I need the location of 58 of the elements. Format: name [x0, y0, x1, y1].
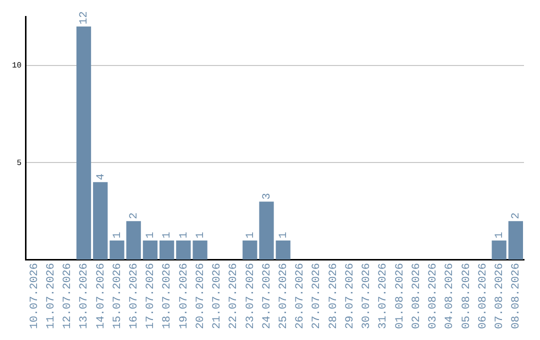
bar: [259, 202, 274, 260]
x-tick-label: 28.07.2026: [328, 262, 340, 330]
data-label: 1: [244, 232, 257, 239]
bar: [160, 240, 174, 260]
x-tick-label: 07.08.2026: [494, 262, 506, 330]
x-tick-label: 22.07.2026: [228, 262, 240, 330]
x-tick-label: 08.08.2026: [510, 262, 523, 330]
data-label: 2: [128, 212, 140, 220]
x-tick-label: 05.08.2026: [460, 262, 473, 330]
bar: [76, 26, 92, 260]
x-tick-label: 10.07.2026: [28, 262, 41, 330]
x-tick-label: 01.08.2026: [394, 262, 406, 330]
x-tick-label: 13.07.2026: [78, 262, 91, 330]
x-tick-label: 03.08.2026: [428, 262, 440, 330]
data-label: 3: [261, 193, 274, 200]
data-label: 12: [78, 11, 91, 25]
x-tick-label: 06.08.2026: [477, 262, 490, 330]
data-label: 1: [112, 232, 124, 239]
bar: [508, 221, 524, 260]
data-label: 1: [494, 232, 506, 239]
bar: [110, 240, 124, 260]
x-tick-label: 15.07.2026: [112, 262, 124, 330]
bar: [142, 240, 158, 260]
data-label: 1: [145, 232, 158, 239]
data-label: 1: [178, 232, 190, 239]
bar: [492, 240, 506, 260]
bar: [242, 240, 258, 260]
x-tick-label: 16.07.2026: [128, 262, 140, 330]
x-tick-label: 17.07.2026: [145, 262, 158, 330]
bar: [192, 240, 208, 260]
x-tick-label: 12.07.2026: [62, 262, 74, 330]
x-tick-label: 20.07.2026: [194, 262, 207, 330]
bar: [176, 240, 191, 260]
data-label: 1: [194, 232, 207, 239]
bar: [126, 221, 141, 260]
x-tick-label: 25.07.2026: [278, 262, 290, 330]
data-label: 2: [510, 212, 523, 220]
x-tick-label: 27.07.2026: [311, 262, 324, 330]
x-tick-label: 29.07.2026: [344, 262, 356, 330]
bar: [93, 182, 108, 260]
x-tick-label: 14.07.2026: [95, 262, 108, 330]
x-tick-label: 24.07.2026: [261, 262, 274, 330]
x-tick-label: 23.07.2026: [244, 262, 257, 330]
data-label: 4: [95, 173, 108, 180]
x-tick-label: 26.07.2026: [294, 262, 307, 330]
data-label: 1: [278, 232, 290, 239]
x-tick-label: 02.08.2026: [410, 262, 423, 330]
x-tick-label: 21.07.2026: [212, 262, 224, 330]
x-tick-label: 04.08.2026: [444, 262, 456, 330]
x-tick-label: 18.07.2026: [162, 262, 174, 330]
data-label: 1: [162, 232, 174, 239]
y-tick-label: 10: [12, 62, 22, 71]
x-tick-label: 19.07.2026: [178, 262, 190, 330]
x-tick-label: 11.07.2026: [45, 262, 58, 330]
y-tick-label: 5: [16, 158, 22, 168]
x-tick-label: 30.07.2026: [361, 262, 374, 330]
bar: [276, 240, 290, 260]
x-tick-label: 31.07.2026: [378, 262, 390, 330]
